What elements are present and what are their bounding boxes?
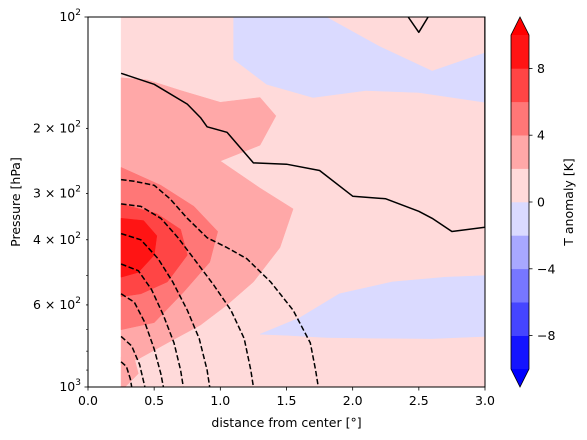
y-tick-label: 2 × 102: [33, 119, 81, 135]
y-axis-label: Pressure [hPa]: [8, 157, 23, 247]
contour-line-negative: [120, 335, 146, 387]
contour-line-negative: [120, 232, 211, 387]
x-tick-label: 1.5: [277, 393, 297, 408]
colorbar-label: T anomaly [K]: [561, 158, 576, 246]
colorbar: −8 −4 0 4 8: [510, 16, 555, 388]
x-tick-label: 2.5: [409, 393, 429, 408]
colorbar-segment: [511, 135, 529, 169]
colorbar-tick-label: −8: [537, 328, 555, 343]
colorbar-tick-label: −4: [537, 261, 555, 276]
contour-lines: [120, 17, 485, 387]
colorbar-outline: [510, 16, 530, 388]
y-tick-label: 6 × 102: [33, 296, 81, 312]
colorbar-segment: [511, 335, 529, 370]
x-tick-label: 1.0: [210, 393, 230, 408]
y-tick-label: 102: [59, 8, 81, 24]
colorbar-segment: [511, 302, 529, 336]
colorbar-segment: [511, 235, 529, 270]
contour-line-positive: [407, 17, 429, 34]
filled-contour-regions: [120, 17, 485, 387]
colorbar-segment: [511, 101, 529, 136]
contour-line-negative: [121, 178, 320, 387]
contour-region: [259, 275, 485, 339]
contour-region: [120, 356, 139, 387]
x-axis-label: distance from center [°]: [211, 415, 361, 430]
x-tick-label: 0.5: [144, 393, 164, 408]
x-tick-label: 2.0: [343, 393, 363, 408]
colorbar-segment: [511, 268, 529, 303]
colorbar-tick-label: 0: [537, 195, 545, 210]
x-tick-label: 3.0: [475, 393, 495, 408]
x-axis: 0.0 0.5 1.0 1.5 2.0 2.5 3.0: [78, 387, 495, 408]
y-tick-label: 3 × 102: [33, 185, 81, 201]
colorbar-segment: [511, 68, 529, 103]
colorbar-segment: [511, 168, 529, 203]
colorbar-extend-bottom: [511, 369, 529, 387]
contour-line-negative: [120, 361, 133, 387]
colorbar-tick-label: 8: [537, 61, 545, 76]
y-axis: 102 2 × 102 3 × 102 4 × 102 6 × 102 103: [33, 8, 88, 394]
contour-line-negative: [120, 263, 185, 387]
colorbar-tick-label: 4: [537, 128, 545, 143]
contour-line-positive: [120, 17, 485, 233]
y-tick-label: 103: [59, 378, 81, 394]
contour-region: [233, 17, 485, 103]
y-tick-label: 4 × 102: [33, 231, 81, 247]
contour-line-negative: [120, 293, 165, 387]
colorbar-segment: [511, 35, 529, 69]
x-tick-label: 0.0: [78, 393, 98, 408]
colorbar-extend-top: [511, 17, 529, 35]
colorbar-segment: [511, 202, 529, 236]
